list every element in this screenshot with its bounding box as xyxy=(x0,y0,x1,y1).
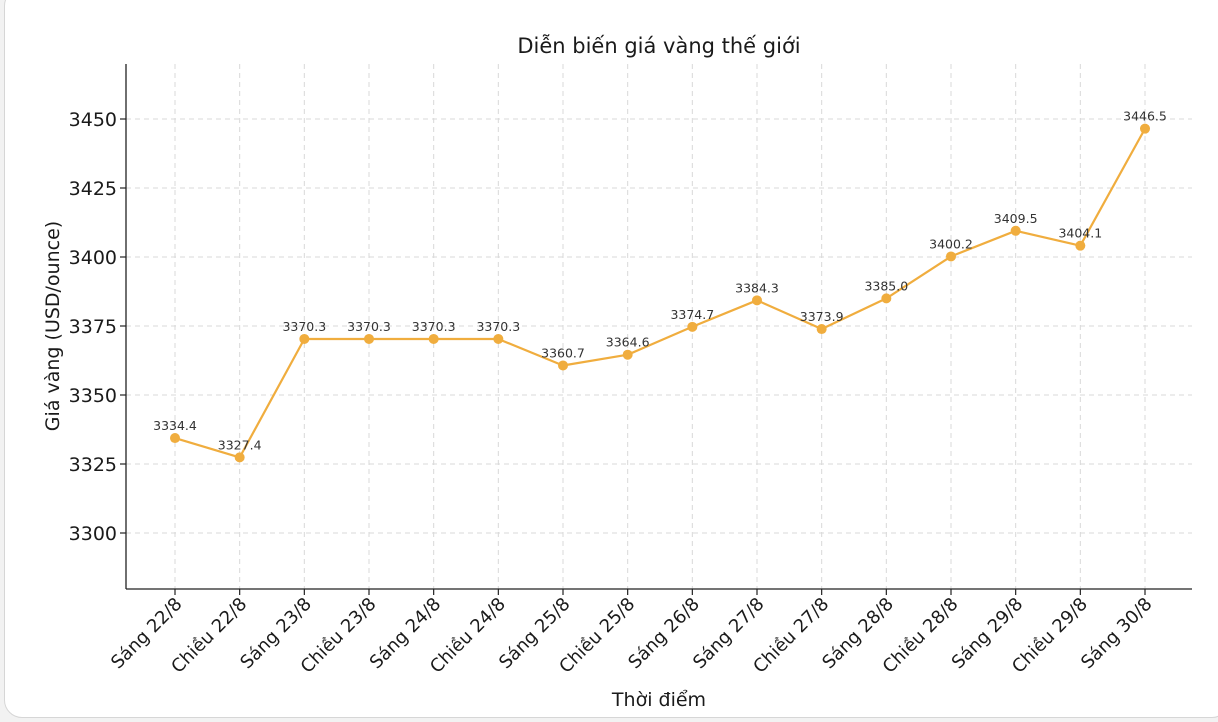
data-label: 3374.7 xyxy=(670,307,714,322)
data-point xyxy=(622,349,633,360)
y-tick-label: 3400 xyxy=(69,247,117,269)
data-labels: 3334.4 3327.4 3370.3 3370.3 3370.3 3370.3 3360… xyxy=(153,109,1167,453)
data-point xyxy=(881,293,892,304)
data-label: 3327.4 xyxy=(218,437,262,452)
data-point xyxy=(558,360,568,371)
y-axis-label: Giá vàng (USD/ounce) xyxy=(42,221,64,431)
data-point xyxy=(170,433,180,444)
x-axis-label: Thời điểm xyxy=(611,689,706,711)
grid-lines xyxy=(126,64,1192,589)
data-points xyxy=(170,123,1150,463)
series-line xyxy=(174,128,1146,459)
data-label: 3370.3 xyxy=(347,319,391,334)
y-tick-label: 3325 xyxy=(69,454,117,476)
y-tick-label: 3350 xyxy=(69,385,117,407)
data-label: 3370.3 xyxy=(412,319,456,334)
data-label: 3334.4 xyxy=(153,418,197,433)
data-label: 3400.2 xyxy=(929,236,973,251)
data-label: 3404.1 xyxy=(1058,226,1102,241)
data-point xyxy=(816,324,827,335)
data-point xyxy=(946,251,956,262)
data-label: 3384.3 xyxy=(735,280,779,295)
data-point xyxy=(234,452,245,463)
data-point xyxy=(428,333,439,344)
data-label: 3385.0 xyxy=(864,278,908,293)
y-tick-label: 3300 xyxy=(69,523,117,545)
y-tick-label: 3425 xyxy=(69,178,117,200)
data-label: 3409.5 xyxy=(994,211,1038,226)
y-tick-label: 3450 xyxy=(69,109,117,131)
data-label: 3360.7 xyxy=(541,345,585,360)
data-point xyxy=(1010,225,1021,236)
y-tick-label: 3375 xyxy=(69,316,117,338)
data-point xyxy=(1075,240,1086,251)
data-label: 3364.6 xyxy=(606,335,650,350)
y-ticks: 3300 3325 3350 3375 3400 3425 3450 xyxy=(69,109,126,545)
x-tick-label: Sáng 30/8 xyxy=(1077,594,1157,674)
data-label: 3370.3 xyxy=(476,319,520,334)
data-point xyxy=(752,295,762,306)
data-label: 3370.3 xyxy=(282,319,326,334)
data-point xyxy=(493,333,504,344)
data-point xyxy=(687,321,698,332)
chart-title: Diễn biến giá vàng thế giới xyxy=(517,33,800,58)
data-point xyxy=(364,333,374,344)
data-point xyxy=(299,333,310,344)
data-label: 3373.9 xyxy=(800,309,844,324)
data-point xyxy=(1140,123,1150,134)
data-label: 3446.5 xyxy=(1123,109,1167,124)
